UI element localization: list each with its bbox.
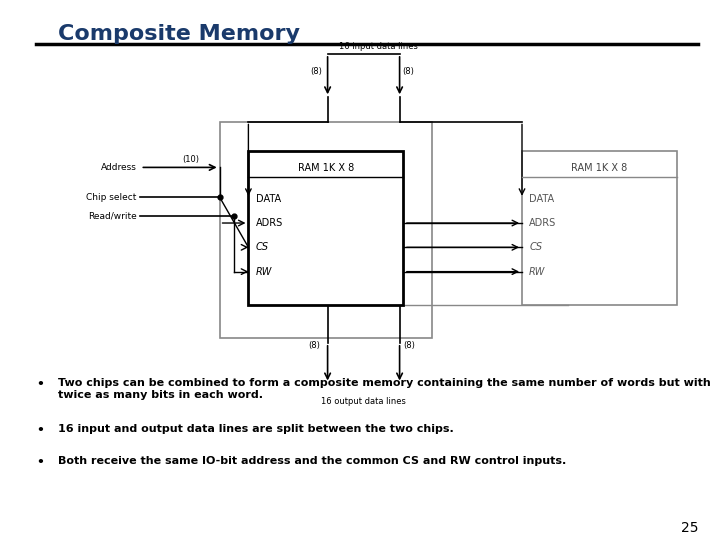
- Text: •: •: [36, 378, 44, 391]
- Text: DATA: DATA: [256, 194, 281, 204]
- Text: 16 input data lines: 16 input data lines: [338, 42, 418, 51]
- Text: •: •: [36, 456, 44, 469]
- Text: Chip select: Chip select: [86, 193, 137, 201]
- Text: 25: 25: [681, 521, 698, 535]
- FancyBboxPatch shape: [220, 122, 432, 338]
- Text: CS: CS: [256, 242, 269, 252]
- Text: 16 input and output data lines are split between the two chips.: 16 input and output data lines are split…: [58, 424, 454, 434]
- Text: (8): (8): [402, 67, 413, 76]
- Text: Address: Address: [101, 163, 137, 172]
- FancyBboxPatch shape: [522, 151, 677, 305]
- Text: DATA: DATA: [529, 194, 554, 204]
- Text: ADRS: ADRS: [529, 218, 557, 228]
- Text: (10): (10): [182, 155, 199, 164]
- Text: 16 output data lines: 16 output data lines: [321, 397, 406, 406]
- Text: RW: RW: [529, 267, 546, 276]
- Text: Read/write: Read/write: [88, 212, 137, 220]
- Text: Composite Memory: Composite Memory: [58, 24, 300, 44]
- Text: RAM 1K X 8: RAM 1K X 8: [297, 163, 354, 173]
- Text: (8): (8): [309, 341, 320, 350]
- Text: ADRS: ADRS: [256, 218, 283, 228]
- Text: CS: CS: [529, 242, 542, 252]
- FancyBboxPatch shape: [248, 151, 403, 305]
- Text: •: •: [36, 424, 44, 437]
- Text: (8): (8): [311, 67, 323, 76]
- Text: (8): (8): [403, 341, 415, 350]
- Text: Both receive the same IO-bit address and the common CS and RW control inputs.: Both receive the same IO-bit address and…: [58, 456, 566, 467]
- Text: RAM 1K X 8: RAM 1K X 8: [571, 163, 628, 173]
- Text: Two chips can be combined to form a composite memory containing the same number : Two chips can be combined to form a comp…: [58, 378, 711, 400]
- Text: RW: RW: [256, 267, 272, 276]
